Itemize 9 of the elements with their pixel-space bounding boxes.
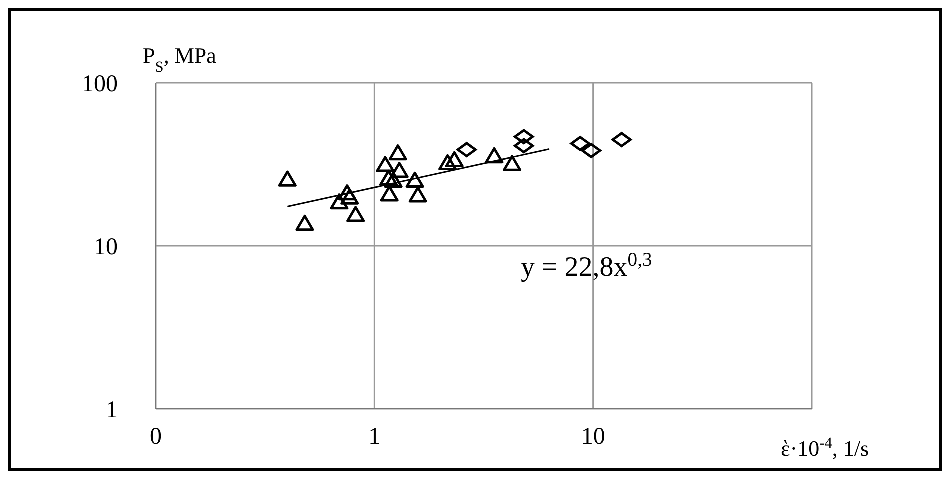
y-tick-label: 10 xyxy=(94,234,118,261)
y-axis-title: P$_{S}$, MPa xyxy=(143,43,217,76)
annotation: y = 22,8x$^{0,3}$ xyxy=(521,250,652,283)
x-axis-title: ὲ·10$^{-4}$, 1/s xyxy=(781,434,870,461)
x-tick-label: 10 xyxy=(581,424,606,450)
y-tick-label: 1 xyxy=(106,398,118,424)
x-tick-label: 0 xyxy=(150,424,162,450)
y-tick-label: 100 xyxy=(82,72,118,98)
x-tick-label: 1 xyxy=(368,424,381,450)
